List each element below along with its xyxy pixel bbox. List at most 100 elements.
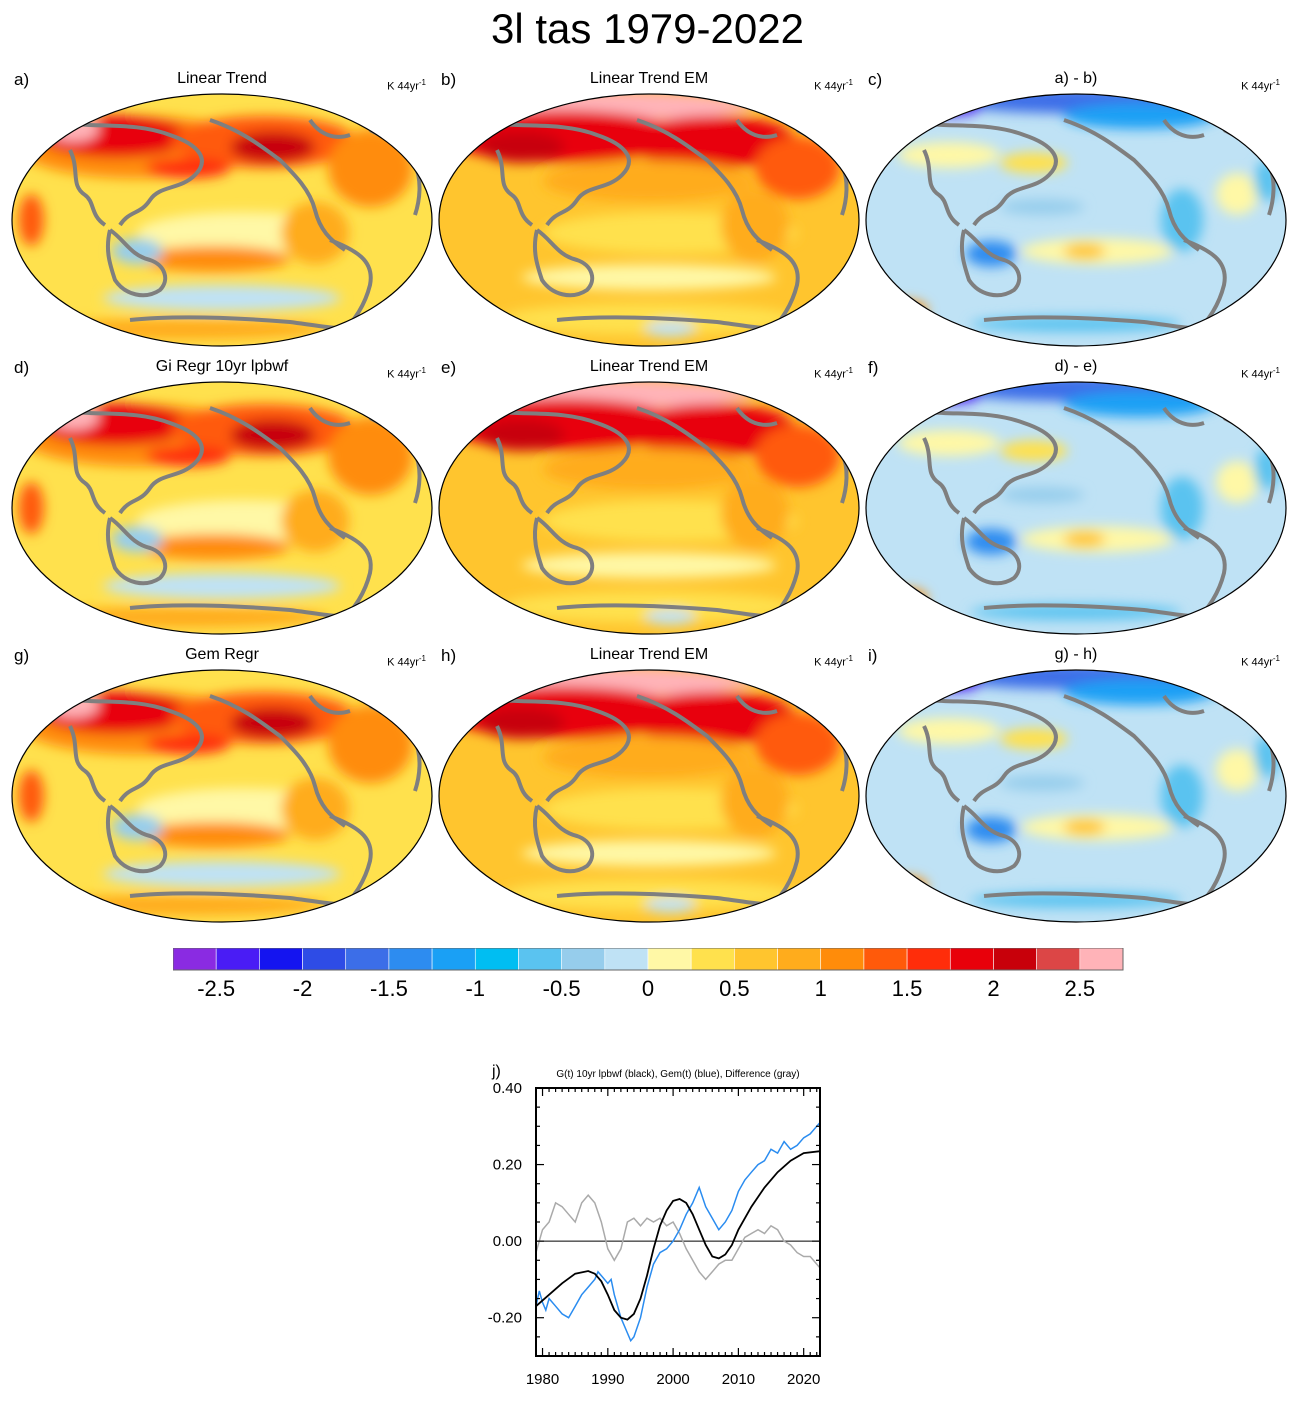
colorbar: -2.5 -2 -1.5 -1 -0.5 0 0.5 1 1.5 2 2.5 [173,948,1124,1001]
map-plot [865,381,1287,635]
coastline-path [903,694,1058,803]
anomaly-blob [644,609,696,625]
map-panel: i) g) - h) K 44yr-1 [864,646,1292,926]
map-panel: b) Linear Trend EM K 44yr-1 [437,70,865,350]
anomaly-blob [328,129,413,207]
chart-title: G(t) 10yr lpbwf (black), Gem(t) (blue), … [556,1069,799,1080]
panel-label: e) [441,358,457,377]
units-text: K 44yr [814,368,846,381]
colorbar-swatch [1036,948,1081,971]
units-label: K 44yr-1 [814,78,853,93]
units-label: K 44yr-1 [387,366,426,381]
map-panel: h) Linear Trend EM K 44yr-1 [437,646,865,926]
map-panel: d) Gi Regr 10yr lpbwf K 44yr-1 [10,358,438,638]
map-field [866,94,1286,346]
anomaly-blob [18,194,44,246]
anomaly-blob [914,671,983,692]
anomaly-blob [897,718,1000,744]
units-text: K 44yr [387,80,419,93]
anomaly-blob [328,417,413,495]
coastline-path [105,228,168,298]
anomaly-blob [145,157,231,179]
anomaly-blob [1063,243,1106,259]
colorbar-swatch [906,948,951,971]
colorbar-swatch [345,948,390,971]
field-anomalies [18,692,413,916]
panel-title: Linear Trend EM [589,70,709,87]
coastline-path [1162,118,1205,139]
gem-line [535,1122,821,1343]
map-plot [438,381,860,635]
coastline-path [105,516,168,586]
anomaly-blob [1215,749,1259,791]
anomaly-blob [721,764,789,838]
coastline-path [68,149,107,227]
y-tick-label: 0.40 [493,1080,522,1097]
anomaly-blob [48,404,100,430]
anomaly-blob [1160,764,1204,828]
map-field [439,382,859,634]
anomaly-blob [644,321,696,337]
anomaly-blob [18,770,44,822]
anomaly-blob [281,489,350,553]
plot-frame [535,1087,821,1357]
colorbar-swatch [820,948,865,971]
anomaly-blob [627,404,798,456]
anomaly-blob [1215,461,1259,503]
map-plot [865,93,1287,347]
colorbar-tick-label: 2.5 [1065,976,1096,1001]
coastline-path [105,804,168,874]
anomaly-blob [103,573,341,599]
anomaly-blob [1160,476,1204,540]
coastline-path [922,149,961,227]
colorbar-swatch [604,948,649,971]
map-panel: a) Linear Trend K 44yr-1 [10,70,438,350]
anomaly-blob [897,142,1000,168]
map-panel: c) a) - b) K 44yr-1 [864,70,1292,350]
units-exponent: -1 [418,78,426,87]
anomaly-blob [999,487,1085,503]
panel-label: d) [14,358,30,377]
coastline-path [476,406,631,515]
coastline-path [903,118,1058,227]
y-tick-label: 0.20 [493,1157,522,1174]
anomaly-blob [999,728,1068,750]
coastline-path [735,406,778,427]
colorbar-swatch [647,948,692,971]
coastline-path [476,694,631,803]
units-text: K 44yr [387,368,419,381]
anomaly-blob [521,552,777,579]
coastline-path [49,406,204,515]
anomaly-blob [281,201,350,265]
panel-title: d) - e) [1054,358,1098,375]
colorbar-tick-label: 1 [815,976,827,1001]
coastline-path [209,118,347,252]
coastline-path [532,804,595,874]
coastline-path [922,437,961,515]
colorbar-swatch [993,948,1037,971]
anomaly-blob [721,188,789,262]
map-field [439,670,859,922]
anomaly-blob [145,445,231,467]
colorbar-tick-label: 1.5 [892,976,923,1001]
map-field [866,670,1286,922]
coastline-path [495,149,534,227]
anomaly-blob [543,448,755,490]
anomaly-blob [897,430,1000,456]
x-tick-label: 1990 [591,1371,624,1388]
coastline-path [209,694,347,828]
panel-title: Linear Trend EM [589,358,709,375]
colorbar-tick-label: -1 [465,976,485,1001]
panel-title: Gem Regr [185,646,259,663]
anomaly-blob [1160,188,1204,252]
coastline-path [636,406,774,540]
anomaly-blob [103,285,341,311]
anomaly-blob [137,822,290,848]
anomaly-blob [999,152,1068,174]
x-tick-label: 2000 [656,1371,689,1388]
anomaly-blob [48,692,100,718]
coastline-path [903,406,1058,515]
panel-title: Gi Regr 10yr lpbwf [155,358,289,375]
map-border [865,93,1287,347]
coastline-path [308,406,351,427]
